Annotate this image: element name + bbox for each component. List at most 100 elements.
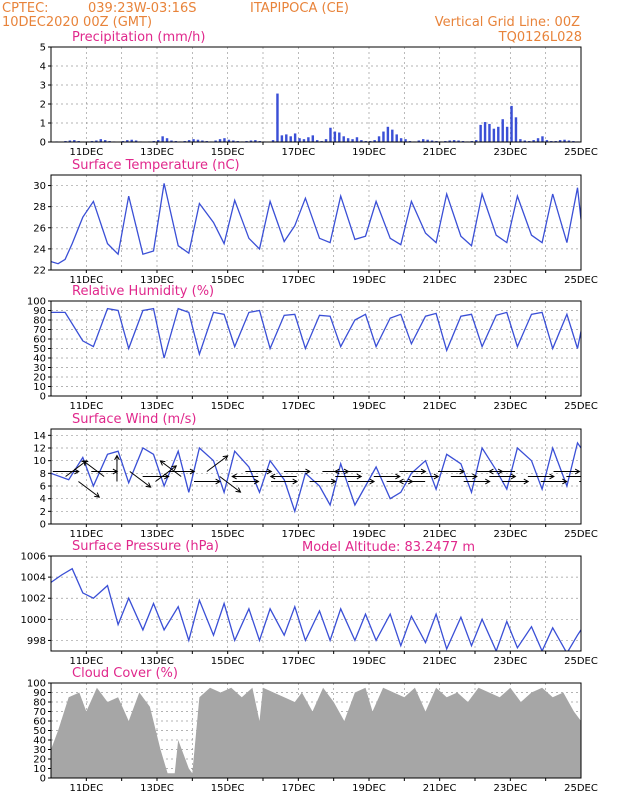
- precip-bar: [99, 139, 103, 142]
- ytick-label-temp: 22: [33, 266, 46, 277]
- precip-bar: [360, 140, 363, 142]
- precip-bar: [307, 137, 310, 142]
- xtick-label-pres: 21DEC: [423, 656, 457, 667]
- precip-bar: [488, 123, 491, 142]
- xtick-label-rh: 21DEC: [423, 401, 457, 412]
- ytick-label-rh: 60: [33, 335, 46, 346]
- xtick-label-cloud: 23DEC: [493, 783, 527, 794]
- series-line-temp: [51, 183, 581, 265]
- wind-vector-head: [305, 468, 311, 475]
- precip-bar: [519, 139, 522, 142]
- xtick-label-precip: 21DEC: [423, 147, 457, 158]
- precip-bar: [351, 139, 354, 142]
- precip-bar: [545, 140, 549, 142]
- precip-bar: [417, 140, 421, 142]
- precip-bar: [165, 138, 169, 142]
- precip-bar: [479, 124, 482, 142]
- xtick-label-pres: 25DEC: [564, 656, 598, 667]
- xtick-label-precip: 25DEC: [564, 147, 598, 158]
- panel-title-temp: Surface Temperature (nC): [72, 158, 240, 173]
- precip-bar: [422, 139, 425, 142]
- ytick-label-temp: 30: [33, 181, 46, 192]
- header-source: CPTEC:: [2, 1, 49, 16]
- wind-vector-head: [588, 474, 592, 479]
- wind-vector: [155, 465, 177, 482]
- precip-bar: [161, 136, 164, 142]
- ytick-label-temp: 28: [33, 202, 46, 213]
- ytick-label-cloud: 90: [33, 688, 46, 699]
- panel-title-precip: Precipitation (mm/h): [72, 30, 205, 45]
- xtick-label-pres: 11DEC: [69, 656, 103, 667]
- precip-bar: [558, 140, 562, 142]
- xtick-label-precip: 19DEC: [352, 147, 386, 158]
- panel-pres: Surface Pressure (hPa) 998 1000 1002 1004 100…: [21, 539, 598, 667]
- xtick-label-precip: 17DEC: [281, 147, 315, 158]
- precip-bar: [271, 140, 275, 142]
- panel-rh: Relative Humidity (%) 0102030405060708090…: [27, 284, 598, 412]
- ytick-label-precip: 0: [40, 138, 46, 149]
- wind-vector-head: [510, 473, 517, 480]
- ytick-label-wind: 12: [33, 444, 46, 455]
- ytick-label-pres: 998: [27, 636, 46, 647]
- precip-bar: [134, 140, 138, 142]
- ytick-label-precip: 3: [40, 81, 46, 92]
- precip-bar: [342, 136, 345, 142]
- precip-bar: [95, 140, 98, 142]
- ytick-label-rh: 30: [33, 363, 46, 374]
- ytick-label-cloud: 0: [40, 774, 46, 785]
- precip-bar: [377, 136, 381, 142]
- xtick-label-cloud: 11DEC: [69, 783, 103, 794]
- wind-vector-head: [562, 478, 568, 485]
- wind-vector-head: [235, 487, 242, 493]
- precip-bar: [382, 131, 385, 142]
- ytick-label-precip: 4: [40, 62, 46, 73]
- xtick-label-temp: 15DEC: [211, 275, 245, 286]
- precip-bar: [492, 128, 496, 142]
- wind-vector-head: [601, 479, 605, 484]
- xtick-label-rh: 17DEC: [281, 401, 315, 412]
- series-line-wind: [51, 441, 581, 514]
- wind-vector-head: [395, 473, 401, 480]
- precip-bar: [316, 140, 319, 142]
- precip-bar: [329, 127, 332, 142]
- plot-area-temp: [51, 183, 581, 265]
- wind-vector: [65, 460, 87, 477]
- ytick-label-cloud: 10: [33, 764, 46, 775]
- wind-vector-head: [485, 478, 491, 485]
- panel-temp: Surface Temperature (nC) 22 24 26 28 30 11DEC 1…: [33, 158, 598, 286]
- panel-frame-rh: [50, 300, 582, 397]
- precip-bar: [426, 139, 429, 142]
- ytick-label-rh: 70: [33, 325, 46, 336]
- ytick-label-rh: 20: [33, 373, 46, 384]
- precip-bar: [68, 140, 72, 142]
- header-coords: 039:23W-03:16S: [88, 1, 196, 16]
- precip-bar: [218, 139, 222, 142]
- wind-vector-head: [189, 468, 196, 475]
- precip-bar: [302, 139, 306, 142]
- xtick-label-wind: 25DEC: [564, 529, 598, 540]
- cloud-area: [51, 687, 581, 778]
- precip-bar: [196, 139, 200, 142]
- ytick-label-rh: 50: [33, 344, 46, 355]
- precip-bar: [298, 138, 301, 142]
- wind-vector-head: [231, 473, 237, 480]
- precip-bar: [594, 139, 596, 142]
- precip-bar: [536, 138, 540, 142]
- xtick-label-pres: 17DEC: [281, 656, 315, 667]
- wind-vector: [129, 471, 151, 488]
- xtick-label-wind: 15DEC: [211, 529, 245, 540]
- wind-vector-head: [164, 473, 170, 480]
- precip-bar: [126, 140, 129, 142]
- header-grid-note: Vertical Grid Line: 00Z: [435, 15, 580, 30]
- xtick-label-rh: 25DEC: [564, 401, 598, 412]
- wind-vector-head: [487, 468, 494, 475]
- precip-bar: [510, 105, 513, 142]
- wind-vector-head: [171, 465, 178, 471]
- precip-bar: [289, 136, 292, 142]
- xtick-label-pres: 13DEC: [140, 656, 174, 667]
- series-line-rh: [51, 307, 581, 359]
- wind-vector-head: [82, 460, 89, 466]
- header-model-code: TQ0126L028: [498, 30, 582, 45]
- panel-frame-precip: [50, 46, 582, 143]
